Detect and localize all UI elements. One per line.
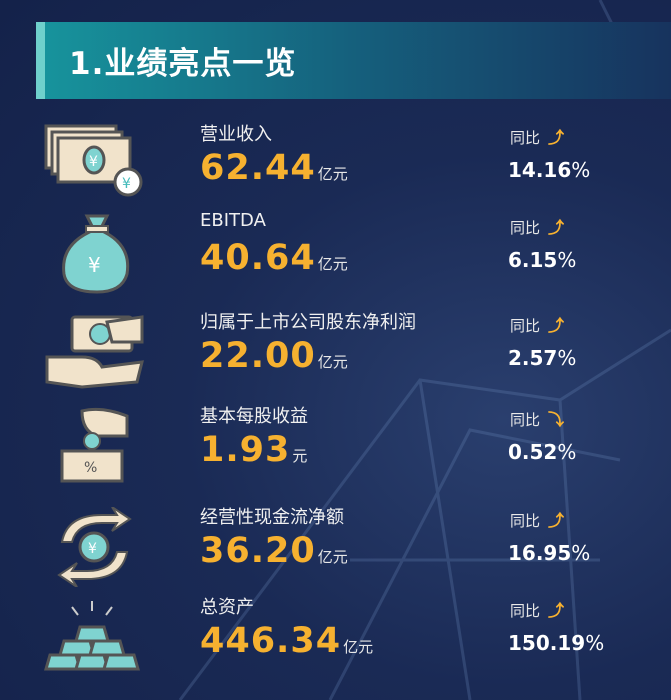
yoy-label: 同比 ⤴	[510, 597, 564, 621]
value-number: 1.93	[200, 430, 291, 470]
yoy-label: 同比 ⤵	[510, 406, 564, 430]
yoy-change: 16.95%	[508, 541, 590, 565]
cash-cycle-icon: ¥	[57, 507, 132, 587]
yoy-change: 2.57%	[508, 346, 576, 370]
yoy-label: 同比 ⤴	[510, 507, 564, 531]
percent-sign: %	[571, 541, 591, 565]
arrow-up-icon: ⤴	[548, 601, 565, 620]
metric-row: % 基本每股收益 1.93 元 同比 ⤵ 0.52%	[0, 402, 671, 492]
change-value: 150.19	[508, 631, 586, 655]
svg-text:¥: ¥	[122, 176, 131, 192]
arrow-up-icon: ⤴	[548, 218, 565, 237]
percent-sign: %	[557, 440, 577, 464]
value-number: 40.64	[200, 238, 316, 278]
arrow-up-icon: ⤴	[548, 316, 565, 335]
percent-sign: %	[585, 631, 605, 655]
metric-value: 62.44 亿元	[200, 148, 348, 188]
value-unit: 亿元	[343, 638, 374, 656]
svg-text:%: %	[84, 460, 97, 476]
change-value: 14.16	[508, 158, 572, 182]
svg-text:¥: ¥	[89, 154, 98, 170]
arrow-up-icon: ⤴	[548, 128, 565, 147]
yoy-change: 150.19%	[508, 631, 604, 655]
change-value: 6.15	[508, 248, 558, 272]
metric-label: 归属于上市公司股东净利润	[200, 312, 416, 333]
value-number: 36.20	[200, 531, 316, 571]
value-number: 62.44	[200, 148, 316, 188]
arrow-up-icon: ⤴	[548, 511, 565, 530]
yoy-text: 同比	[510, 602, 541, 620]
value-unit: 亿元	[317, 353, 348, 371]
svg-text:¥: ¥	[88, 253, 101, 277]
metric-value: 22.00 亿元	[200, 336, 348, 376]
gold-bars-icon	[44, 601, 140, 671]
value-unit: 亿元	[317, 165, 348, 183]
percent-sign: %	[557, 346, 577, 370]
metric-row: ¥ EBITDA 40.64 亿元 同比 ⤴ 6.15%	[0, 210, 671, 300]
percent-sign: %	[557, 248, 577, 272]
yoy-text: 同比	[510, 411, 541, 429]
section-header: 1.业绩亮点一览	[36, 22, 671, 99]
yoy-label: 同比 ⤴	[510, 312, 564, 336]
value-number: 446.34	[200, 621, 342, 661]
change-value: 16.95	[508, 541, 572, 565]
yoy-label: 同比 ⤴	[510, 214, 564, 238]
metric-row: 总资产 446.34 亿元 同比 ⤴ 150.19%	[0, 593, 671, 683]
change-value: 2.57	[508, 346, 558, 370]
svg-text:¥: ¥	[88, 541, 97, 557]
metric-label: EBITDA	[200, 210, 266, 231]
value-unit: 亿元	[317, 255, 348, 273]
metric-value: 40.64 亿元	[200, 238, 348, 278]
money-bills-icon: ¥¥	[44, 124, 143, 197]
money-bag-icon: ¥	[62, 214, 130, 294]
metric-value: 446.34 亿元	[200, 621, 373, 661]
yoy-text: 同比	[510, 512, 541, 530]
yoy-text: 同比	[510, 129, 541, 147]
metric-row: 归属于上市公司股东净利润 22.00 亿元 同比 ⤴ 2.57%	[0, 308, 671, 398]
metric-label: 总资产	[200, 597, 254, 618]
yoy-change: 0.52%	[508, 440, 576, 464]
yoy-change: 14.16%	[508, 158, 590, 182]
page-title: 1.业绩亮点一览	[69, 46, 297, 82]
arrow-down-icon: ⤵	[548, 410, 565, 429]
yoy-change: 6.15%	[508, 248, 576, 272]
value-unit: 亿元	[317, 548, 348, 566]
change-value: 0.52	[508, 440, 558, 464]
percent-sign: %	[571, 158, 591, 182]
metric-label: 基本每股收益	[200, 406, 308, 427]
coin-box-icon: %	[60, 407, 129, 483]
yoy-text: 同比	[510, 219, 541, 237]
metric-label: 营业收入	[200, 124, 272, 145]
yoy-text: 同比	[510, 317, 541, 335]
metric-value: 1.93 元	[200, 430, 307, 470]
yoy-label: 同比 ⤴	[510, 124, 564, 148]
metric-row: ¥ ¥ 营业收入 62.44 亿元 同比 ⤴ 14.16%	[0, 120, 671, 210]
hand-money-icon	[45, 315, 144, 389]
value-number: 22.00	[200, 336, 316, 376]
metric-label: 经营性现金流净额	[200, 507, 344, 528]
metric-value: 36.20 亿元	[200, 531, 348, 571]
metric-row: ¥ 经营性现金流净额 36.20 亿元 同比 ⤴ 16.95%	[0, 503, 671, 593]
value-unit: 元	[292, 447, 308, 465]
